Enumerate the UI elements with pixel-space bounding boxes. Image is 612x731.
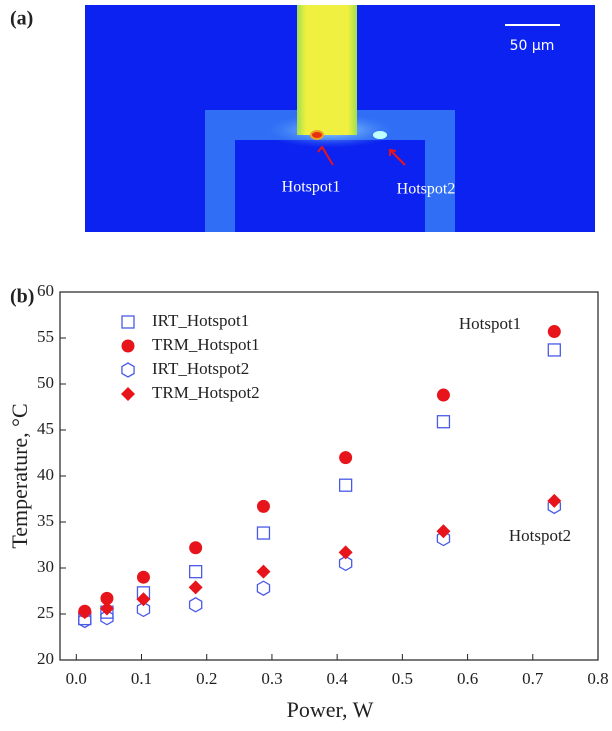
marker	[189, 580, 203, 594]
y-tick-label: 50	[37, 373, 54, 392]
marker	[436, 524, 450, 538]
figure: (a) 50 μm Hotspot1 Hotspot2 (b) Power, W…	[0, 0, 612, 731]
legend-marker	[122, 363, 134, 377]
y-tick-label: 60	[37, 281, 54, 300]
x-tick-label: 0.3	[261, 669, 282, 688]
y-tick-label: 55	[37, 327, 54, 346]
panel-label: (b)	[10, 286, 34, 308]
x-axis-label: Power, W	[287, 697, 374, 722]
x-tick-label: 0.7	[522, 669, 544, 688]
y-tick-label: 25	[37, 603, 54, 622]
marker	[547, 494, 561, 508]
annotation: Hotspot1	[459, 314, 521, 333]
y-tick-label: 20	[37, 649, 54, 668]
x-tick-label: 0.8	[587, 669, 608, 688]
annotation: Hotspot2	[509, 526, 571, 545]
marker	[257, 527, 269, 539]
legend-label: IRT_Hotspot1	[152, 311, 249, 330]
marker	[437, 389, 450, 402]
y-tick-label: 30	[37, 557, 54, 576]
legend-label: IRT_Hotspot2	[152, 359, 249, 378]
marker	[190, 598, 202, 612]
marker	[136, 592, 150, 606]
y-tick-label: 35	[37, 511, 54, 530]
y-tick-label: 45	[37, 419, 54, 438]
hotspot-label: Hotspot1	[282, 179, 341, 196]
marker	[548, 325, 561, 338]
legend-marker	[122, 316, 134, 328]
hotspot-label: Hotspot2	[397, 181, 456, 198]
marker	[137, 571, 150, 584]
marker	[256, 565, 270, 579]
marker	[340, 479, 352, 491]
marker	[437, 416, 449, 428]
marker	[190, 566, 202, 578]
legend-marker	[121, 387, 135, 401]
x-tick-label: 0.5	[392, 669, 413, 688]
x-tick-label: 0.6	[457, 669, 478, 688]
scale-bar-label: 50 μm	[510, 38, 555, 54]
marker	[339, 451, 352, 464]
marker	[548, 344, 560, 356]
marker	[339, 545, 353, 559]
legend-label: TRM_Hotspot2	[152, 383, 260, 402]
plot-frame	[60, 292, 598, 660]
y-axis-label: Temperature, °C	[7, 403, 32, 548]
x-tick-label: 0.4	[327, 669, 349, 688]
marker	[257, 581, 269, 595]
y-tick-label: 40	[37, 465, 54, 484]
x-tick-label: 0.2	[196, 669, 217, 688]
marker	[189, 541, 202, 554]
x-tick-label: 0.0	[66, 669, 87, 688]
x-tick-label: 0.1	[131, 669, 152, 688]
panel-label: (a)	[10, 8, 33, 30]
legend-label: TRM_Hotspot1	[152, 335, 260, 354]
legend-marker	[122, 340, 135, 353]
marker	[257, 500, 270, 513]
